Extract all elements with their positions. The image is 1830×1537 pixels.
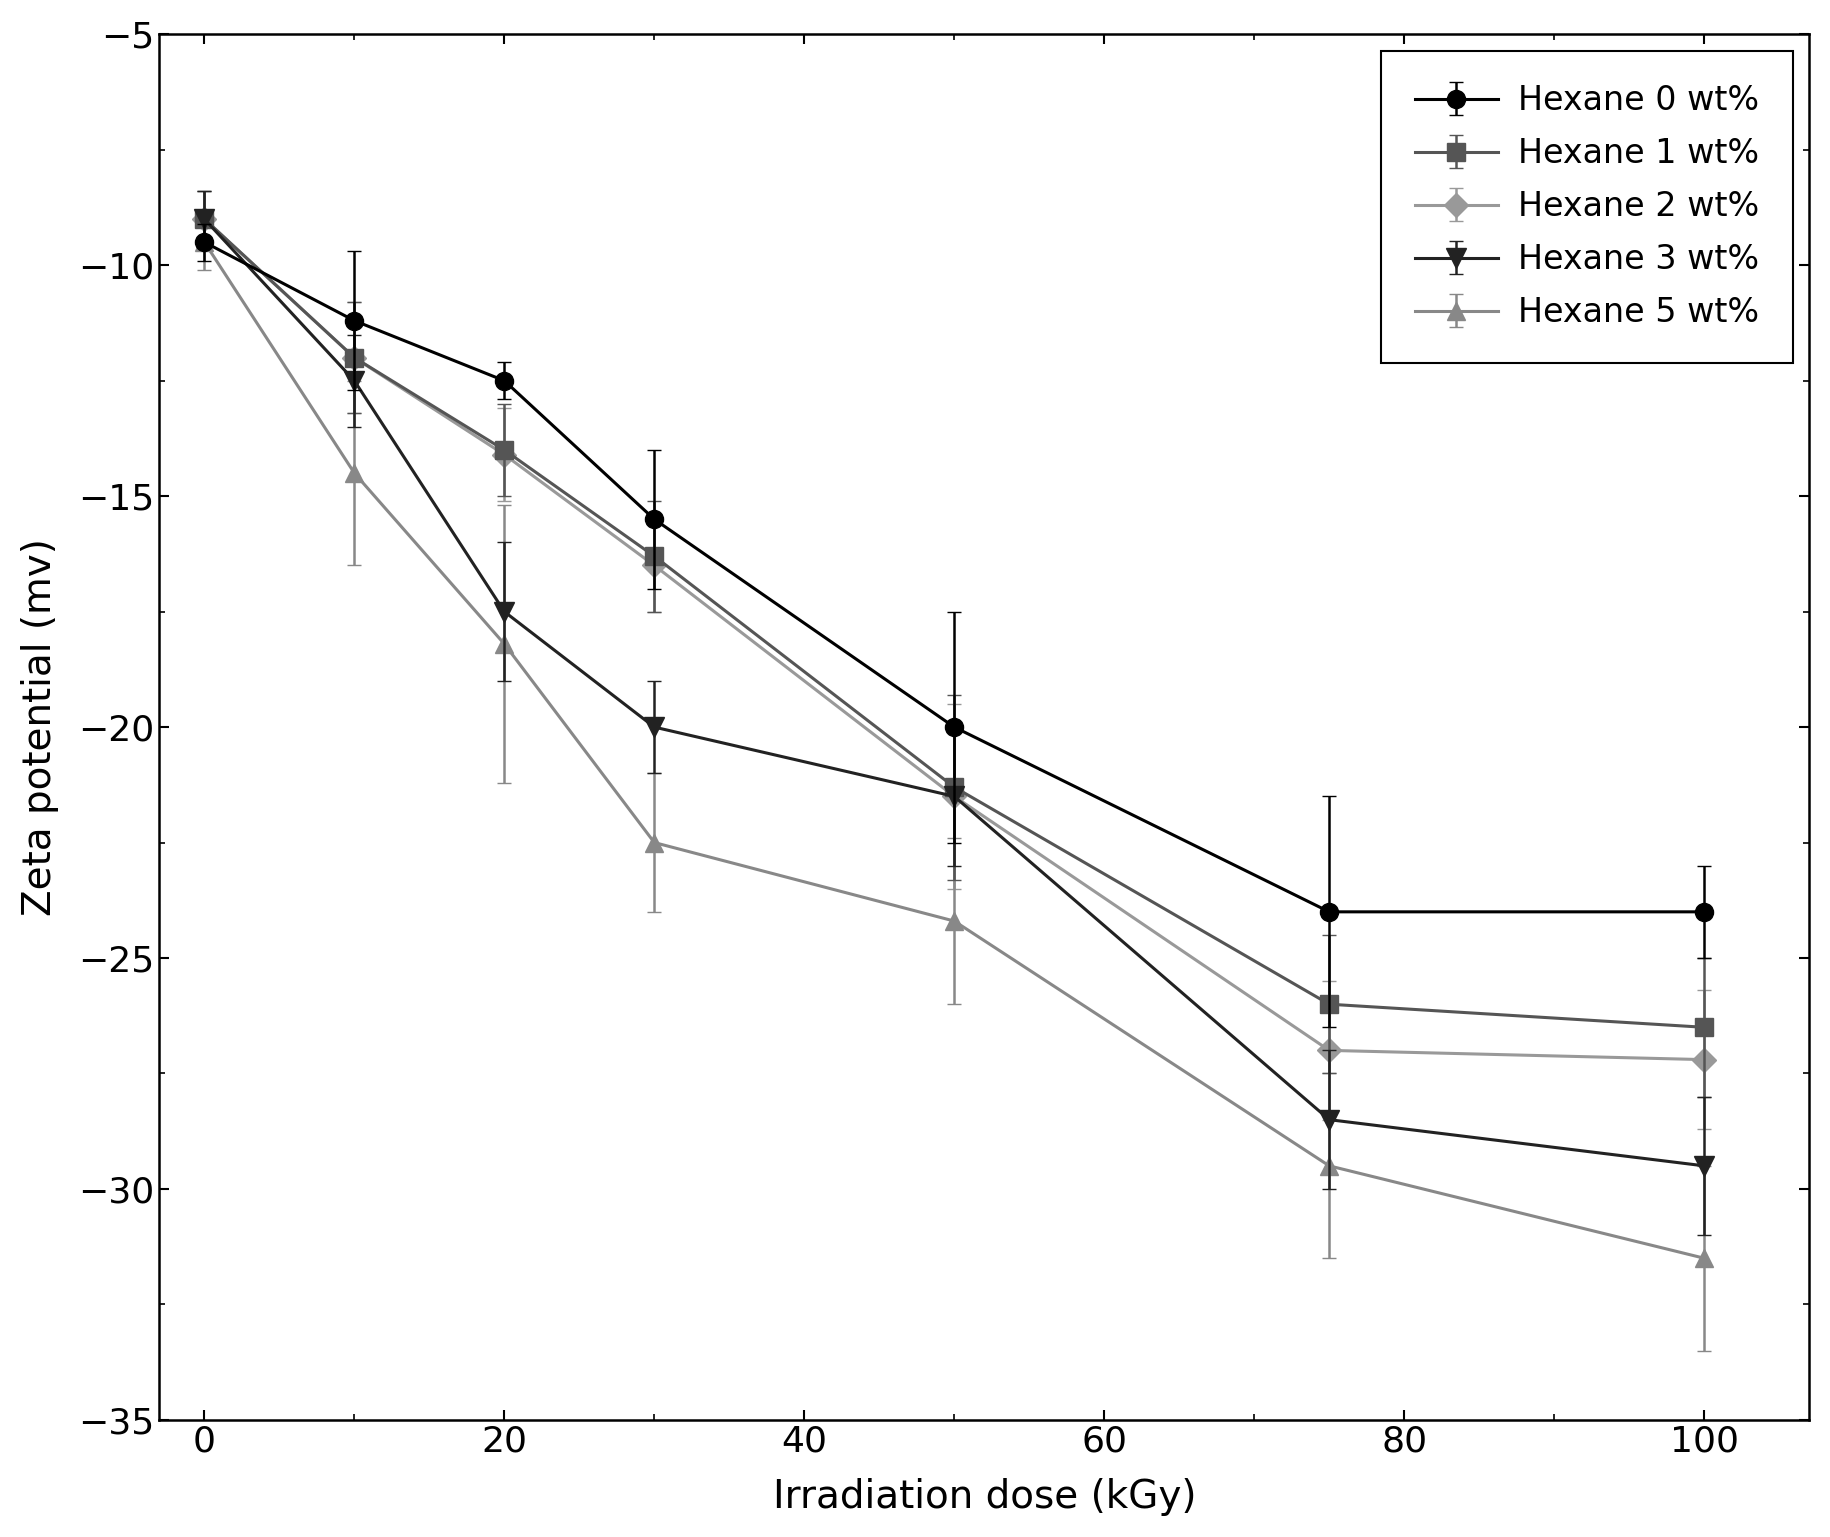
X-axis label: Irradiation dose (kGy): Irradiation dose (kGy) (772, 1479, 1197, 1515)
Legend: Hexane 0 wt%, Hexane 1 wt%, Hexane 2 wt%, Hexane 3 wt%, Hexane 5 wt%: Hexane 0 wt%, Hexane 1 wt%, Hexane 2 wt%… (1382, 51, 1793, 363)
Y-axis label: Zeta potential (mv): Zeta potential (mv) (20, 538, 59, 916)
